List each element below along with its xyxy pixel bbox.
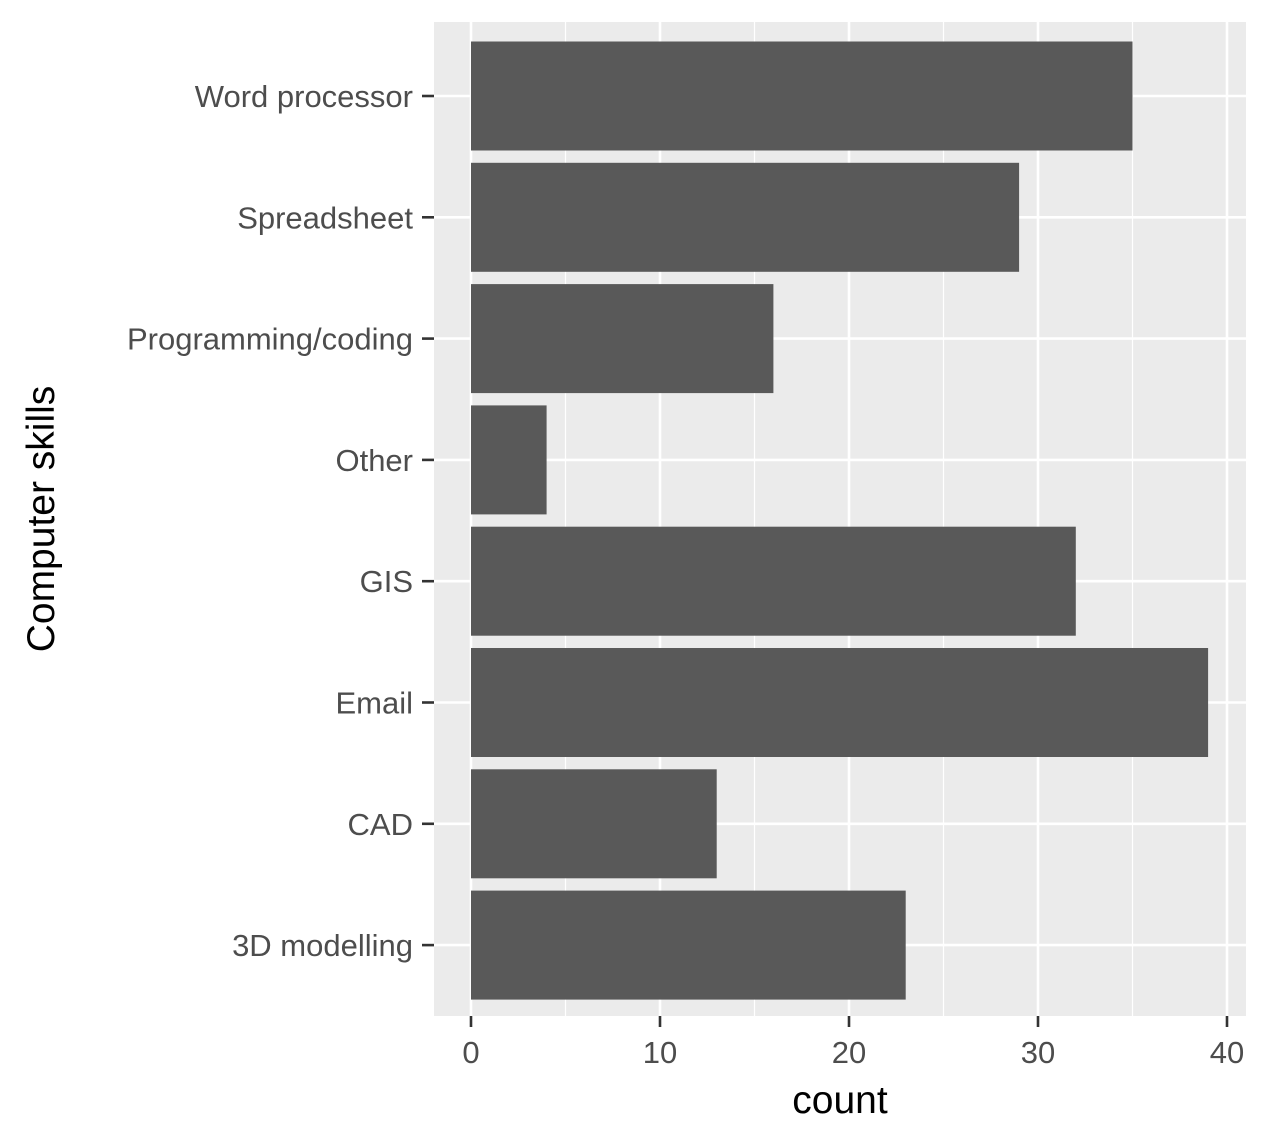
y-tick-label: Spreadsheet <box>237 200 413 235</box>
bar <box>471 162 1020 272</box>
x-tick-label: 40 <box>1210 1035 1244 1070</box>
y-tick-label: GIS <box>360 564 413 599</box>
bars <box>471 41 1209 1000</box>
bar <box>471 405 547 515</box>
y-tick-label: Email <box>335 686 413 721</box>
x-tick-label: 10 <box>643 1035 677 1070</box>
y-axis-title: Computer skills <box>20 386 63 653</box>
x-axis: 0 10 20 30 40 <box>462 1016 1244 1070</box>
x-tick-label: 30 <box>1021 1035 1055 1070</box>
bar <box>471 890 906 1000</box>
bar <box>471 648 1209 757</box>
y-axis: Word processor Spreadsheet Programming/cod… <box>127 79 434 963</box>
bar <box>471 284 774 394</box>
bar <box>471 526 1076 636</box>
y-tick-label: 3D modelling <box>232 928 413 963</box>
x-tick-label: 20 <box>832 1035 866 1070</box>
bar <box>471 769 717 879</box>
y-tick-label: Other <box>335 443 413 478</box>
x-tick-label: 0 <box>462 1035 479 1070</box>
y-tick-label: Word processor <box>195 79 413 114</box>
x-axis-title: count <box>792 1079 888 1122</box>
bar <box>471 41 1133 151</box>
y-tick-label: CAD <box>348 807 413 842</box>
y-tick-label: Programming/coding <box>127 322 413 357</box>
